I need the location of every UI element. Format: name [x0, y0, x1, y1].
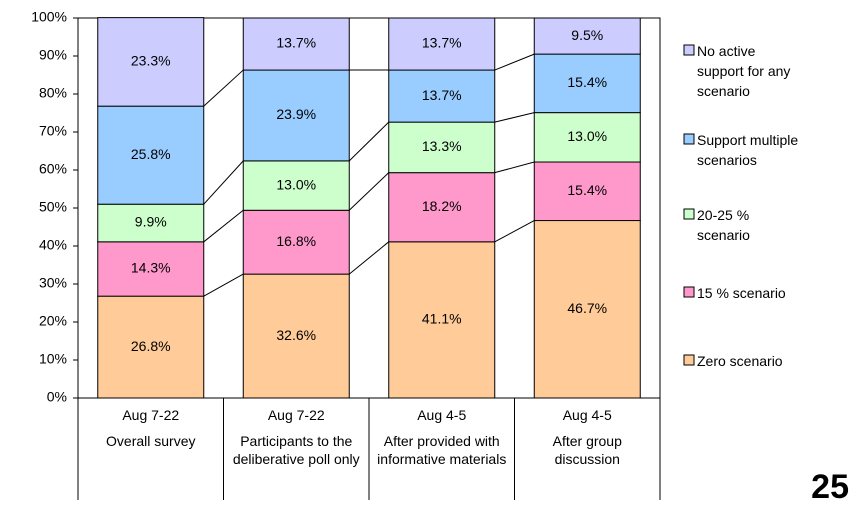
legend-label: Zero scenario [697, 353, 783, 369]
value-label: 13.0% [567, 128, 607, 144]
legend-swatch [683, 208, 695, 220]
value-label: 9.9% [135, 214, 167, 230]
y-tick-label: 70% [39, 123, 67, 139]
bar-segment [97, 105, 205, 205]
category-date: Aug 4-5 [562, 407, 612, 423]
connector-line [348, 121, 390, 162]
y-tick-label: 10% [39, 351, 67, 367]
value-label: 25.8% [131, 146, 171, 162]
value-label: 32.6% [276, 327, 316, 343]
value-label: 9.5% [571, 27, 603, 43]
bar-segment [97, 17, 205, 107]
value-label: 14.3% [131, 260, 171, 276]
y-tick-label: 60% [39, 161, 67, 177]
y-tick-label: 50% [39, 199, 67, 215]
legend-label: No active support for any scenario [697, 43, 791, 99]
value-label: 13.7% [422, 87, 462, 103]
y-tick-label: 40% [39, 237, 67, 253]
bar-segment [97, 241, 205, 297]
y-tick-label: 20% [39, 313, 67, 329]
value-label: 23.3% [131, 53, 171, 69]
bar-segment [97, 203, 205, 243]
value-label: 15.4% [567, 74, 607, 90]
connector-line [203, 273, 244, 297]
legend-label: 20-25 % scenario [697, 207, 750, 243]
connector-line [494, 112, 535, 123]
bar-segment [242, 273, 350, 399]
y-tick-label: 30% [39, 275, 67, 291]
legend-label: Support multiple scenarios [697, 132, 799, 168]
value-label: 41.1% [422, 311, 462, 327]
y-tick-label: 0% [47, 389, 67, 405]
value-label: 26.8% [131, 338, 171, 354]
category-label: Participants to the deliberative poll on… [232, 433, 360, 467]
legend-swatch [683, 133, 695, 145]
bar-segment [242, 160, 350, 211]
legend-swatch [683, 286, 695, 298]
category-date: Aug 7-22 [267, 407, 325, 423]
value-label: 23.9% [276, 106, 316, 122]
bar-segment [388, 17, 496, 71]
bar-segment [533, 161, 641, 222]
value-label: 13.7% [276, 35, 316, 51]
y-tick-label: 90% [39, 47, 67, 63]
value-label: 13.3% [422, 138, 462, 154]
bar-segment [97, 295, 205, 399]
connector-line [494, 220, 535, 243]
connector-line [348, 172, 390, 211]
bar-segment [533, 112, 641, 163]
category-label: After group discussion [552, 433, 622, 467]
bar-segment [242, 17, 350, 71]
connector-line [203, 69, 244, 107]
legend-swatch [683, 354, 695, 366]
category-date: Aug 7-22 [122, 407, 180, 423]
connector-line [348, 241, 390, 275]
bar-segment [242, 209, 350, 275]
value-label: 16.8% [276, 233, 316, 249]
value-label: 46.7% [567, 300, 607, 316]
legend-swatch [683, 44, 695, 56]
value-label: 13.0% [276, 176, 316, 192]
category-label: After provided with informative material… [377, 433, 507, 467]
y-tick-label: 80% [39, 85, 67, 101]
connector-line [203, 160, 244, 205]
value-label: 15.4% [567, 182, 607, 198]
bar-segment [388, 172, 496, 243]
category-date: Aug 4-5 [417, 407, 467, 423]
bar-segment [388, 121, 496, 174]
bar-segment [533, 53, 641, 114]
legend-label: 15 % scenario [697, 285, 786, 301]
category-label: Overall survey [106, 433, 196, 449]
bar-segment [388, 69, 496, 123]
connector-line [203, 209, 244, 243]
bar-segment [388, 241, 496, 399]
bar-segment [533, 17, 641, 55]
bar-segment [533, 220, 641, 399]
page-number: 25 [811, 468, 849, 506]
connector-line [494, 161, 535, 174]
value-label: 13.7% [422, 35, 462, 51]
y-tick-label: 100% [31, 9, 67, 25]
value-label: 18.2% [422, 198, 462, 214]
connector-line [494, 53, 535, 71]
